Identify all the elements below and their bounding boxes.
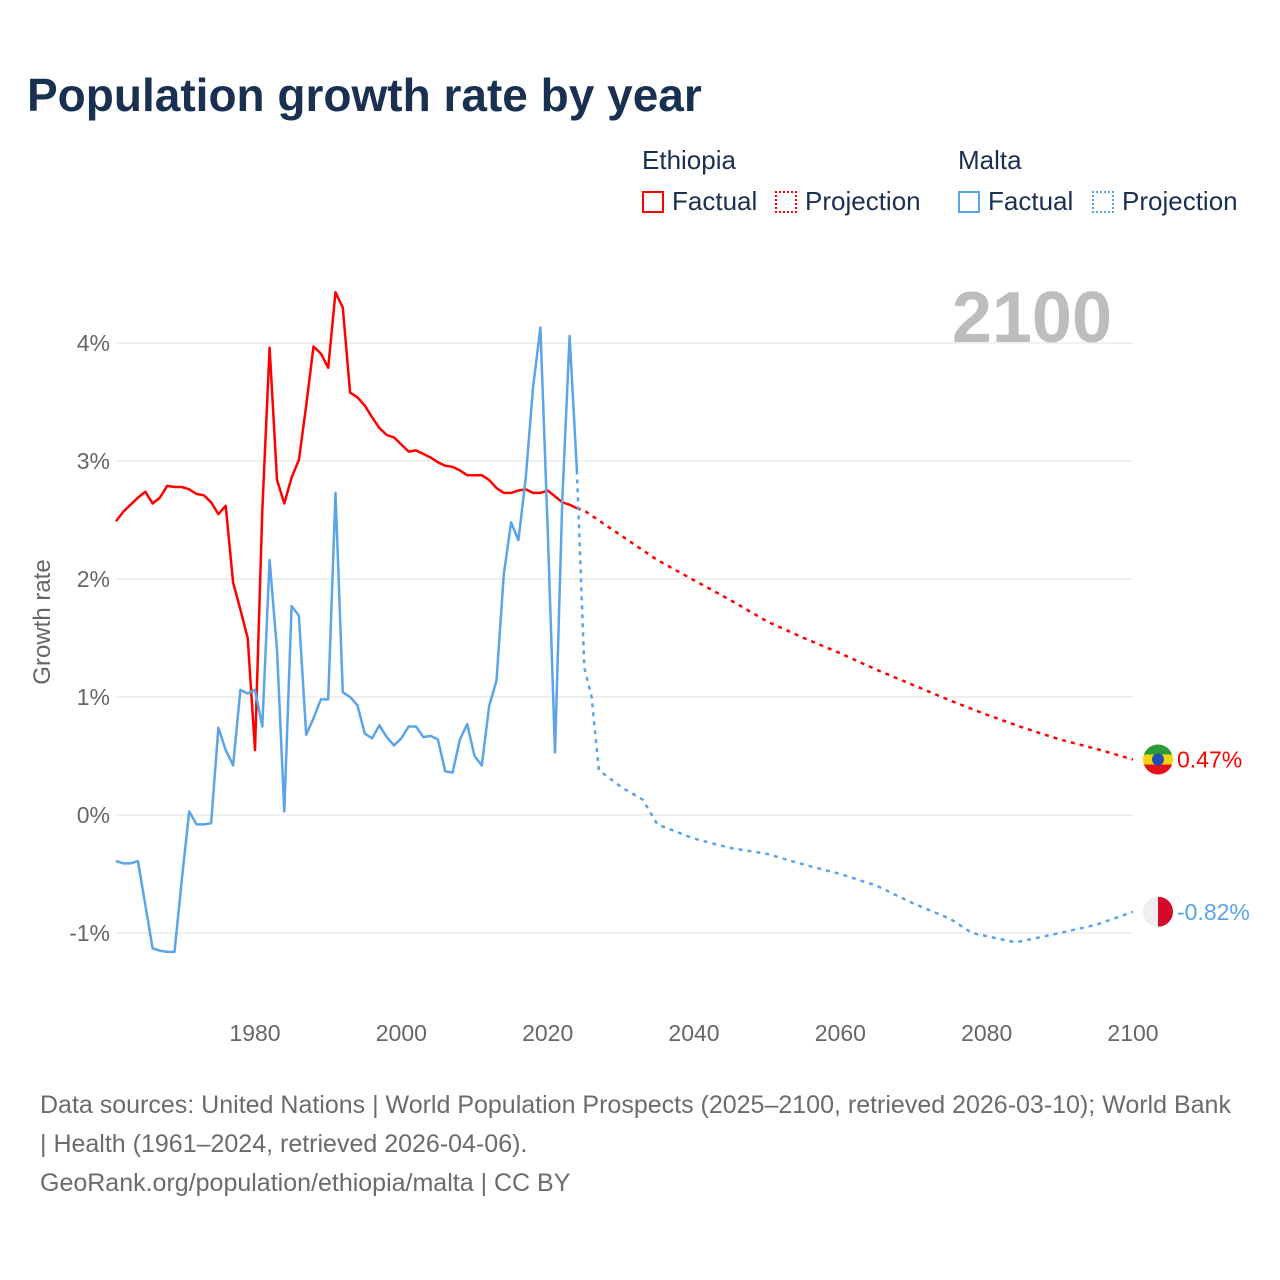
line-chart: -1% 0% 1% 2% 3% 4% 1980 2000 2020 2040 2060 2080 210… [29,278,1250,1046]
legend-malta-factual[interactable]: Factual [958,186,1073,217]
flag-malta-icon [1143,896,1173,927]
y-tick-label: 1% [77,684,110,710]
source-link[interactable]: GeoRank.org/population/ethiopia/malta | … [40,1169,571,1197]
series-malta-projection [575,470,1134,944]
y-axis-label: Growth rate [29,559,56,684]
flag-stripe [1143,744,1173,755]
x-tick-label: 1980 [229,1020,280,1046]
end-value-label-malta: -0.82% [1177,899,1250,925]
x-tick-label: 2040 [668,1020,719,1046]
legend-label: Factual [672,186,758,216]
end-value-label-ethiopia: 0.47% [1177,747,1242,773]
x-tick-label: 2060 [815,1020,866,1046]
legend-label: Projection [805,186,921,216]
legend-swatch [642,190,664,213]
y-tick-label: 4% [77,330,110,356]
legend-label: Projection [1122,186,1238,216]
y-tick-label: 2% [77,566,110,592]
flag-stripe [1143,896,1158,927]
legend-swatch [958,190,980,213]
x-tick-label: 2000 [376,1020,427,1046]
data-sources: Data sources: United Nations | World Pop… [40,1091,1231,1158]
flag-emblem [1152,753,1164,766]
y-tick-label: 3% [77,448,110,474]
legend-label: Factual [988,186,1074,216]
series-malta-factual [115,326,579,954]
current-year-label: 2100 [952,278,1112,358]
legend-malta-projection[interactable]: Projection [1092,186,1238,217]
legend-ethiopia-projection[interactable]: Projection [775,186,921,217]
legend-swatch [775,190,797,213]
y-tick-label: -1% [69,920,110,946]
x-tick-label: 2020 [522,1020,573,1046]
series-ethiopia-factual [115,291,578,752]
y-tick-label: 0% [77,802,110,828]
series-ethiopia-projection [576,507,1134,761]
x-tick-label: 2100 [1107,1020,1158,1046]
chart-title: Population growth rate by year [27,69,702,121]
flag-ethiopia-icon [1143,744,1173,775]
legend-ethiopia-factual[interactable]: Factual [642,186,757,217]
x-tick-label: 2080 [961,1020,1012,1046]
legend-group-ethiopia: Ethiopia [642,145,736,175]
legend-swatch [1092,190,1114,213]
legend-group-malta: Malta [958,145,1022,175]
footer: Data sources: United Nations | World Pop… [40,1086,1240,1203]
flag-stripe [1158,896,1173,927]
flag-stripe [1143,764,1173,775]
